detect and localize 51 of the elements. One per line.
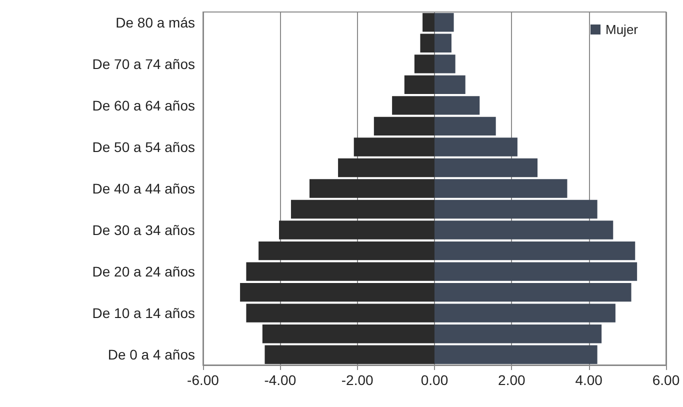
bar bbox=[422, 13, 434, 32]
bar bbox=[434, 116, 496, 136]
bar bbox=[434, 282, 632, 302]
x-tick-label: 0.00 bbox=[420, 372, 448, 388]
y-tick-label: De 50 a 54 años bbox=[92, 138, 195, 155]
bar bbox=[404, 75, 434, 94]
y-tick-label: De 30 a 34 años bbox=[92, 222, 195, 238]
x-tick-label: -6.00 bbox=[187, 372, 220, 388]
bar bbox=[240, 282, 434, 302]
bar bbox=[434, 262, 638, 281]
bar bbox=[279, 220, 434, 240]
bar bbox=[262, 324, 434, 344]
bar bbox=[434, 13, 454, 32]
bar bbox=[420, 34, 434, 52]
x-tick-label: -4.00 bbox=[264, 372, 296, 388]
bar bbox=[414, 54, 434, 74]
y-tick-label: De 0 a 4 años bbox=[108, 346, 195, 363]
bar bbox=[434, 96, 480, 115]
y-tick-label: De 60 a 64 años bbox=[92, 97, 195, 114]
bar bbox=[434, 304, 616, 322]
bar bbox=[434, 241, 636, 260]
y-tick-label: De 70 a 74 años bbox=[92, 56, 195, 72]
y-tick-label: De 40 a 44 años bbox=[92, 180, 195, 196]
bar bbox=[354, 138, 434, 156]
bar bbox=[434, 220, 614, 240]
bar bbox=[434, 54, 456, 74]
bar bbox=[264, 345, 434, 364]
bar bbox=[258, 241, 434, 260]
y-tick-label: De 80 a más bbox=[116, 14, 195, 30]
bar bbox=[338, 158, 434, 178]
bar bbox=[434, 324, 602, 344]
bar bbox=[434, 179, 568, 198]
bar bbox=[434, 200, 598, 219]
x-tick-label: 4.00 bbox=[575, 372, 603, 388]
bar bbox=[434, 158, 538, 178]
bar bbox=[434, 34, 452, 52]
bar bbox=[309, 179, 434, 198]
bar bbox=[434, 75, 466, 94]
bar bbox=[290, 200, 434, 219]
bar bbox=[246, 262, 434, 281]
bar bbox=[434, 138, 518, 156]
x-tick-label: 6.00 bbox=[652, 372, 680, 388]
y-tick-label: De 20 a 24 años bbox=[92, 264, 195, 280]
y-tick-label: De 10 a 14 años bbox=[92, 305, 195, 322]
legend-label: Mujer bbox=[605, 22, 639, 37]
bar bbox=[392, 96, 434, 115]
bar bbox=[246, 304, 434, 322]
bar bbox=[434, 345, 598, 364]
x-tick-label: -2.00 bbox=[341, 372, 374, 388]
bar bbox=[374, 116, 434, 136]
x-tick-label: 2.00 bbox=[498, 372, 526, 388]
